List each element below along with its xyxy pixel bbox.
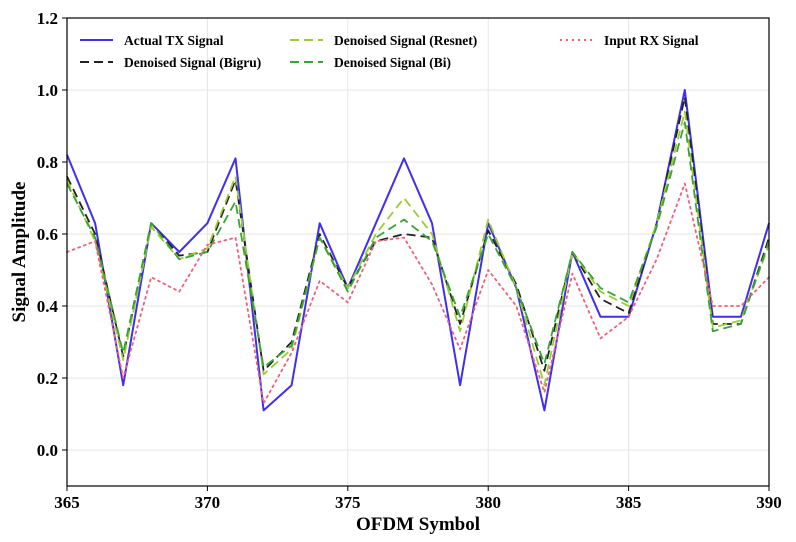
y-ticks: 0.0 0.2 0.4 0.6 0.8 1.0 1.2 [37, 9, 67, 460]
x-tick-label: 375 [335, 493, 361, 512]
y-tick-label: 1.0 [37, 81, 58, 100]
x-tick-label: 390 [756, 493, 782, 512]
x-tick-label: 365 [54, 493, 80, 512]
legend-label-2: Denoised Signal (Bigru) [124, 55, 261, 70]
x-tick-label: 380 [475, 493, 501, 512]
plot-frame [66, 17, 770, 487]
y-tick-label: 1.2 [37, 9, 58, 28]
y-tick-label: 0.6 [37, 225, 58, 244]
legend-label-5: Input RX Signal [604, 33, 699, 48]
y-tick-label: 0.0 [37, 441, 58, 460]
y-tick-label: 0.8 [37, 153, 58, 172]
y-axis-label: Signal Amplitude [9, 182, 30, 323]
y-tick-label: 0.2 [37, 369, 58, 388]
legend-label-3: Denoised Signal (Resnet) [334, 33, 477, 48]
y-tick-label: 0.4 [37, 297, 59, 316]
x-tick-label: 385 [616, 493, 642, 512]
series-line-4 [66, 121, 770, 369]
series-line-3 [66, 110, 770, 387]
legend-label-1: Actual TX Signal [124, 33, 224, 48]
series-layer [66, 89, 770, 412]
legend-label-4: Denoised Signal (Bi) [334, 55, 451, 70]
x-axis-label: OFDM Symbol [356, 514, 480, 535]
legend: Actual TX Signal Denoised Signal (Bigru) D… [80, 33, 699, 70]
plot-area [67, 18, 769, 486]
x-ticks: 365 370 375 380 385 390 [54, 486, 782, 512]
x-tick-label: 370 [195, 493, 221, 512]
